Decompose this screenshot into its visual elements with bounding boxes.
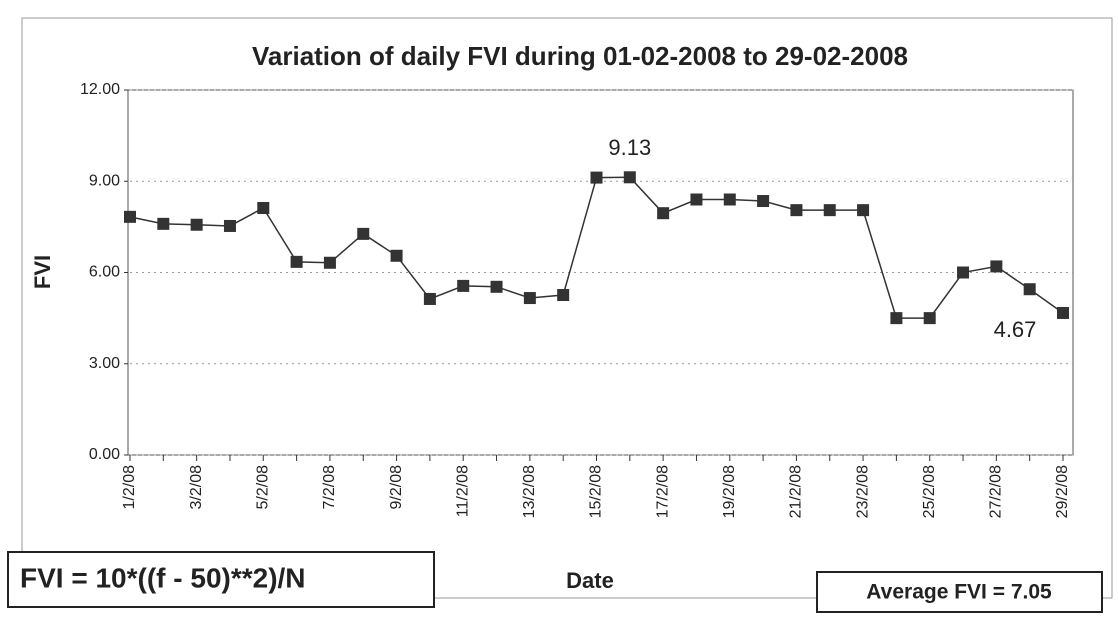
x-tick-label: 9/2/08 bbox=[388, 465, 405, 510]
x-tick-label: 3/2/08 bbox=[188, 465, 205, 510]
point bbox=[923, 312, 936, 325]
point bbox=[623, 171, 636, 184]
data-label: 4.67 bbox=[994, 317, 1037, 342]
series-line bbox=[129, 176, 1064, 319]
point bbox=[423, 292, 436, 305]
point bbox=[124, 210, 136, 223]
x-tick-label: 25/2/08 bbox=[921, 465, 938, 518]
x-tick-label: 23/2/08 bbox=[854, 465, 871, 518]
point bbox=[723, 193, 736, 206]
point bbox=[890, 312, 903, 325]
y-tick-label: 6.00 bbox=[89, 264, 120, 281]
y-tick-label: 9.00 bbox=[89, 172, 120, 189]
x-tick-label: 1/2/08 bbox=[121, 465, 138, 510]
point bbox=[823, 204, 836, 217]
x-tick-label: 7/2/08 bbox=[321, 465, 338, 510]
point bbox=[857, 204, 870, 217]
point bbox=[790, 204, 803, 217]
x-tick-label: 17/2/08 bbox=[654, 465, 671, 518]
point bbox=[657, 207, 670, 220]
x-axis-label: Date bbox=[566, 568, 614, 593]
x-tick-label: 27/2/08 bbox=[988, 465, 1005, 518]
y-axis-label: FVI bbox=[30, 255, 55, 289]
point bbox=[957, 266, 970, 279]
y-tick-label: 3.00 bbox=[89, 355, 120, 372]
point bbox=[590, 171, 603, 184]
point bbox=[390, 249, 403, 262]
x-tick-label: 11/2/08 bbox=[454, 465, 471, 517]
y-tick-label: 0.00 bbox=[89, 446, 120, 463]
x-tick-label: 15/2/08 bbox=[588, 465, 605, 518]
average-box bbox=[816, 571, 1103, 613]
point bbox=[190, 218, 203, 231]
point bbox=[757, 195, 770, 208]
x-tick-label: 5/2/08 bbox=[255, 465, 272, 510]
point bbox=[323, 256, 336, 269]
x-tick-label: 19/2/08 bbox=[721, 465, 738, 518]
point bbox=[490, 280, 503, 293]
point bbox=[223, 219, 236, 232]
point bbox=[257, 202, 270, 215]
average: Average FVI = 7.05 bbox=[866, 581, 1052, 604]
point bbox=[690, 193, 703, 206]
x-tick-label: 21/2/08 bbox=[788, 465, 805, 518]
point bbox=[557, 289, 570, 302]
formula-box bbox=[7, 551, 435, 608]
x-tick-label: 29/2/08 bbox=[1054, 465, 1071, 518]
point bbox=[990, 260, 1003, 273]
x-tick-label: 13/2/08 bbox=[521, 465, 538, 518]
point bbox=[523, 292, 536, 305]
point bbox=[357, 227, 370, 240]
data-label: 9.13 bbox=[608, 135, 651, 160]
chart-title: Variation of daily FVI during 01-02-2008… bbox=[252, 41, 908, 71]
point bbox=[1023, 283, 1036, 296]
point bbox=[1057, 306, 1069, 319]
chart-frame bbox=[21, 17, 1113, 599]
point bbox=[290, 255, 303, 268]
y-tick-label: 12.00 bbox=[80, 81, 120, 98]
point bbox=[457, 279, 470, 292]
formula: FVI = 10*((f - 50)**2)/N bbox=[20, 562, 306, 593]
point bbox=[157, 217, 170, 230]
